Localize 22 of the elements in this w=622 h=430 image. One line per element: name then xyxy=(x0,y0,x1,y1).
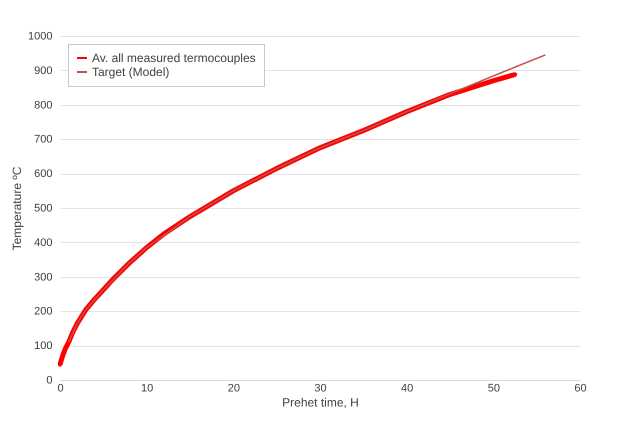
y-tick-label: 600 xyxy=(34,168,52,180)
y-tick-label: 100 xyxy=(34,340,52,352)
y-tick-label: 800 xyxy=(34,99,52,112)
y-tick-label: 400 xyxy=(34,236,52,249)
y-tick-label: 1000 xyxy=(28,30,52,42)
x-axis-title: Prehet time, H xyxy=(282,396,359,410)
y-tick-label: 700 xyxy=(34,134,52,146)
y-tick-label: 500 xyxy=(34,202,52,214)
y-tick-label: 300 xyxy=(34,271,52,284)
legend-label: Av. all measured termocouples xyxy=(92,51,256,65)
x-tick-label: 0 xyxy=(57,382,64,394)
legend-label: Target (Model) xyxy=(92,65,170,79)
x-tick-label: 30 xyxy=(314,382,327,394)
x-tick-label: 40 xyxy=(401,382,414,394)
x-tick-label: 20 xyxy=(228,382,240,394)
x-tick-label: 50 xyxy=(488,382,500,394)
y-tick-label: 0 xyxy=(46,374,52,386)
x-tick-label: 60 xyxy=(574,382,587,394)
y-tick-label: 900 xyxy=(34,64,52,77)
y-tick-label: 200 xyxy=(34,306,52,318)
x-tick-label: 10 xyxy=(141,382,154,394)
y-axis-title: Temperature ºC xyxy=(10,166,24,250)
